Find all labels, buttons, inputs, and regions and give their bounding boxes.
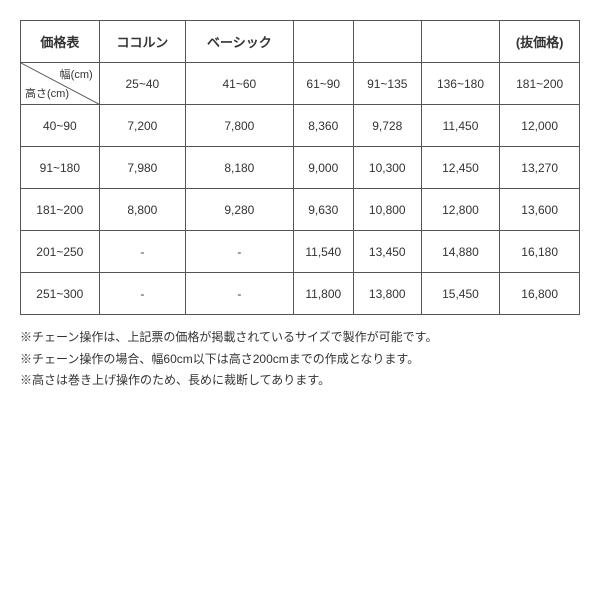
height-range: 251~300 bbox=[21, 273, 100, 315]
price-cell: - bbox=[186, 273, 294, 315]
price-cell: 11,540 bbox=[293, 231, 353, 273]
notes-section: ※チェーン操作は、上記票の価格が掲載されているサイズで製作が可能です。 ※チェー… bbox=[20, 327, 580, 392]
price-cell: 7,800 bbox=[186, 105, 294, 147]
price-cell: 16,800 bbox=[500, 273, 580, 315]
price-cell: 15,450 bbox=[421, 273, 500, 315]
header-sub2: ベーシック bbox=[186, 21, 294, 63]
header-empty bbox=[293, 21, 353, 63]
price-cell: 16,180 bbox=[500, 231, 580, 273]
width-range: 61~90 bbox=[293, 63, 353, 105]
table-row: 40~90 7,200 7,800 8,360 9,728 11,450 12,… bbox=[21, 105, 580, 147]
axis-cell: 幅(cm) 高さ(cm) bbox=[21, 63, 100, 105]
height-range: 91~180 bbox=[21, 147, 100, 189]
price-cell: 8,180 bbox=[186, 147, 294, 189]
width-range-row: 幅(cm) 高さ(cm) 25~40 41~60 61~90 91~135 13… bbox=[21, 63, 580, 105]
table-row: 91~180 7,980 8,180 9,000 10,300 12,450 1… bbox=[21, 147, 580, 189]
price-cell: 12,000 bbox=[500, 105, 580, 147]
price-cell: 11,800 bbox=[293, 273, 353, 315]
header-sub1: ココルン bbox=[99, 21, 185, 63]
price-cell: 8,800 bbox=[99, 189, 185, 231]
width-range: 25~40 bbox=[99, 63, 185, 105]
price-cell: 9,280 bbox=[186, 189, 294, 231]
header-right: (抜価格) bbox=[500, 21, 580, 63]
price-cell: 8,360 bbox=[293, 105, 353, 147]
price-cell: 9,000 bbox=[293, 147, 353, 189]
height-range: 40~90 bbox=[21, 105, 100, 147]
table-row: 251~300 - - 11,800 13,800 15,450 16,800 bbox=[21, 273, 580, 315]
price-cell: 9,728 bbox=[353, 105, 421, 147]
header-empty bbox=[353, 21, 421, 63]
table-row: 201~250 - - 11,540 13,450 14,880 16,180 bbox=[21, 231, 580, 273]
height-range: 181~200 bbox=[21, 189, 100, 231]
note-line: ※高さは巻き上げ操作のため、長めに裁断してあります。 bbox=[20, 370, 580, 392]
price-cell: 14,880 bbox=[421, 231, 500, 273]
price-cell: 13,800 bbox=[353, 273, 421, 315]
price-cell: - bbox=[99, 273, 185, 315]
note-line: ※チェーン操作の場合、幅60cm以下は高さ200cmまでの作成となります。 bbox=[20, 349, 580, 371]
width-range: 181~200 bbox=[500, 63, 580, 105]
note-line: ※チェーン操作は、上記票の価格が掲載されているサイズで製作が可能です。 bbox=[20, 327, 580, 349]
price-cell: - bbox=[186, 231, 294, 273]
price-cell: 13,270 bbox=[500, 147, 580, 189]
width-range: 91~135 bbox=[353, 63, 421, 105]
price-cell: 10,300 bbox=[353, 147, 421, 189]
price-cell: 13,600 bbox=[500, 189, 580, 231]
price-cell: 10,800 bbox=[353, 189, 421, 231]
height-range: 201~250 bbox=[21, 231, 100, 273]
width-range: 41~60 bbox=[186, 63, 294, 105]
price-cell: 7,980 bbox=[99, 147, 185, 189]
price-cell: 13,450 bbox=[353, 231, 421, 273]
table-row: 181~200 8,800 9,280 9,630 10,800 12,800 … bbox=[21, 189, 580, 231]
price-cell: 11,450 bbox=[421, 105, 500, 147]
price-cell: 7,200 bbox=[99, 105, 185, 147]
price-cell: 9,630 bbox=[293, 189, 353, 231]
price-table: 価格表 ココルン ベーシック (抜価格) 幅(cm) 高さ(cm) 25~40 … bbox=[20, 20, 580, 315]
height-axis-label: 高さ(cm) bbox=[25, 85, 69, 101]
header-empty bbox=[421, 21, 500, 63]
width-range: 136~180 bbox=[421, 63, 500, 105]
table-title: 価格表 bbox=[21, 21, 100, 63]
price-cell: 12,800 bbox=[421, 189, 500, 231]
header-row: 価格表 ココルン ベーシック (抜価格) bbox=[21, 21, 580, 63]
price-cell: - bbox=[99, 231, 185, 273]
width-axis-label: 幅(cm) bbox=[60, 66, 93, 82]
price-cell: 12,450 bbox=[421, 147, 500, 189]
